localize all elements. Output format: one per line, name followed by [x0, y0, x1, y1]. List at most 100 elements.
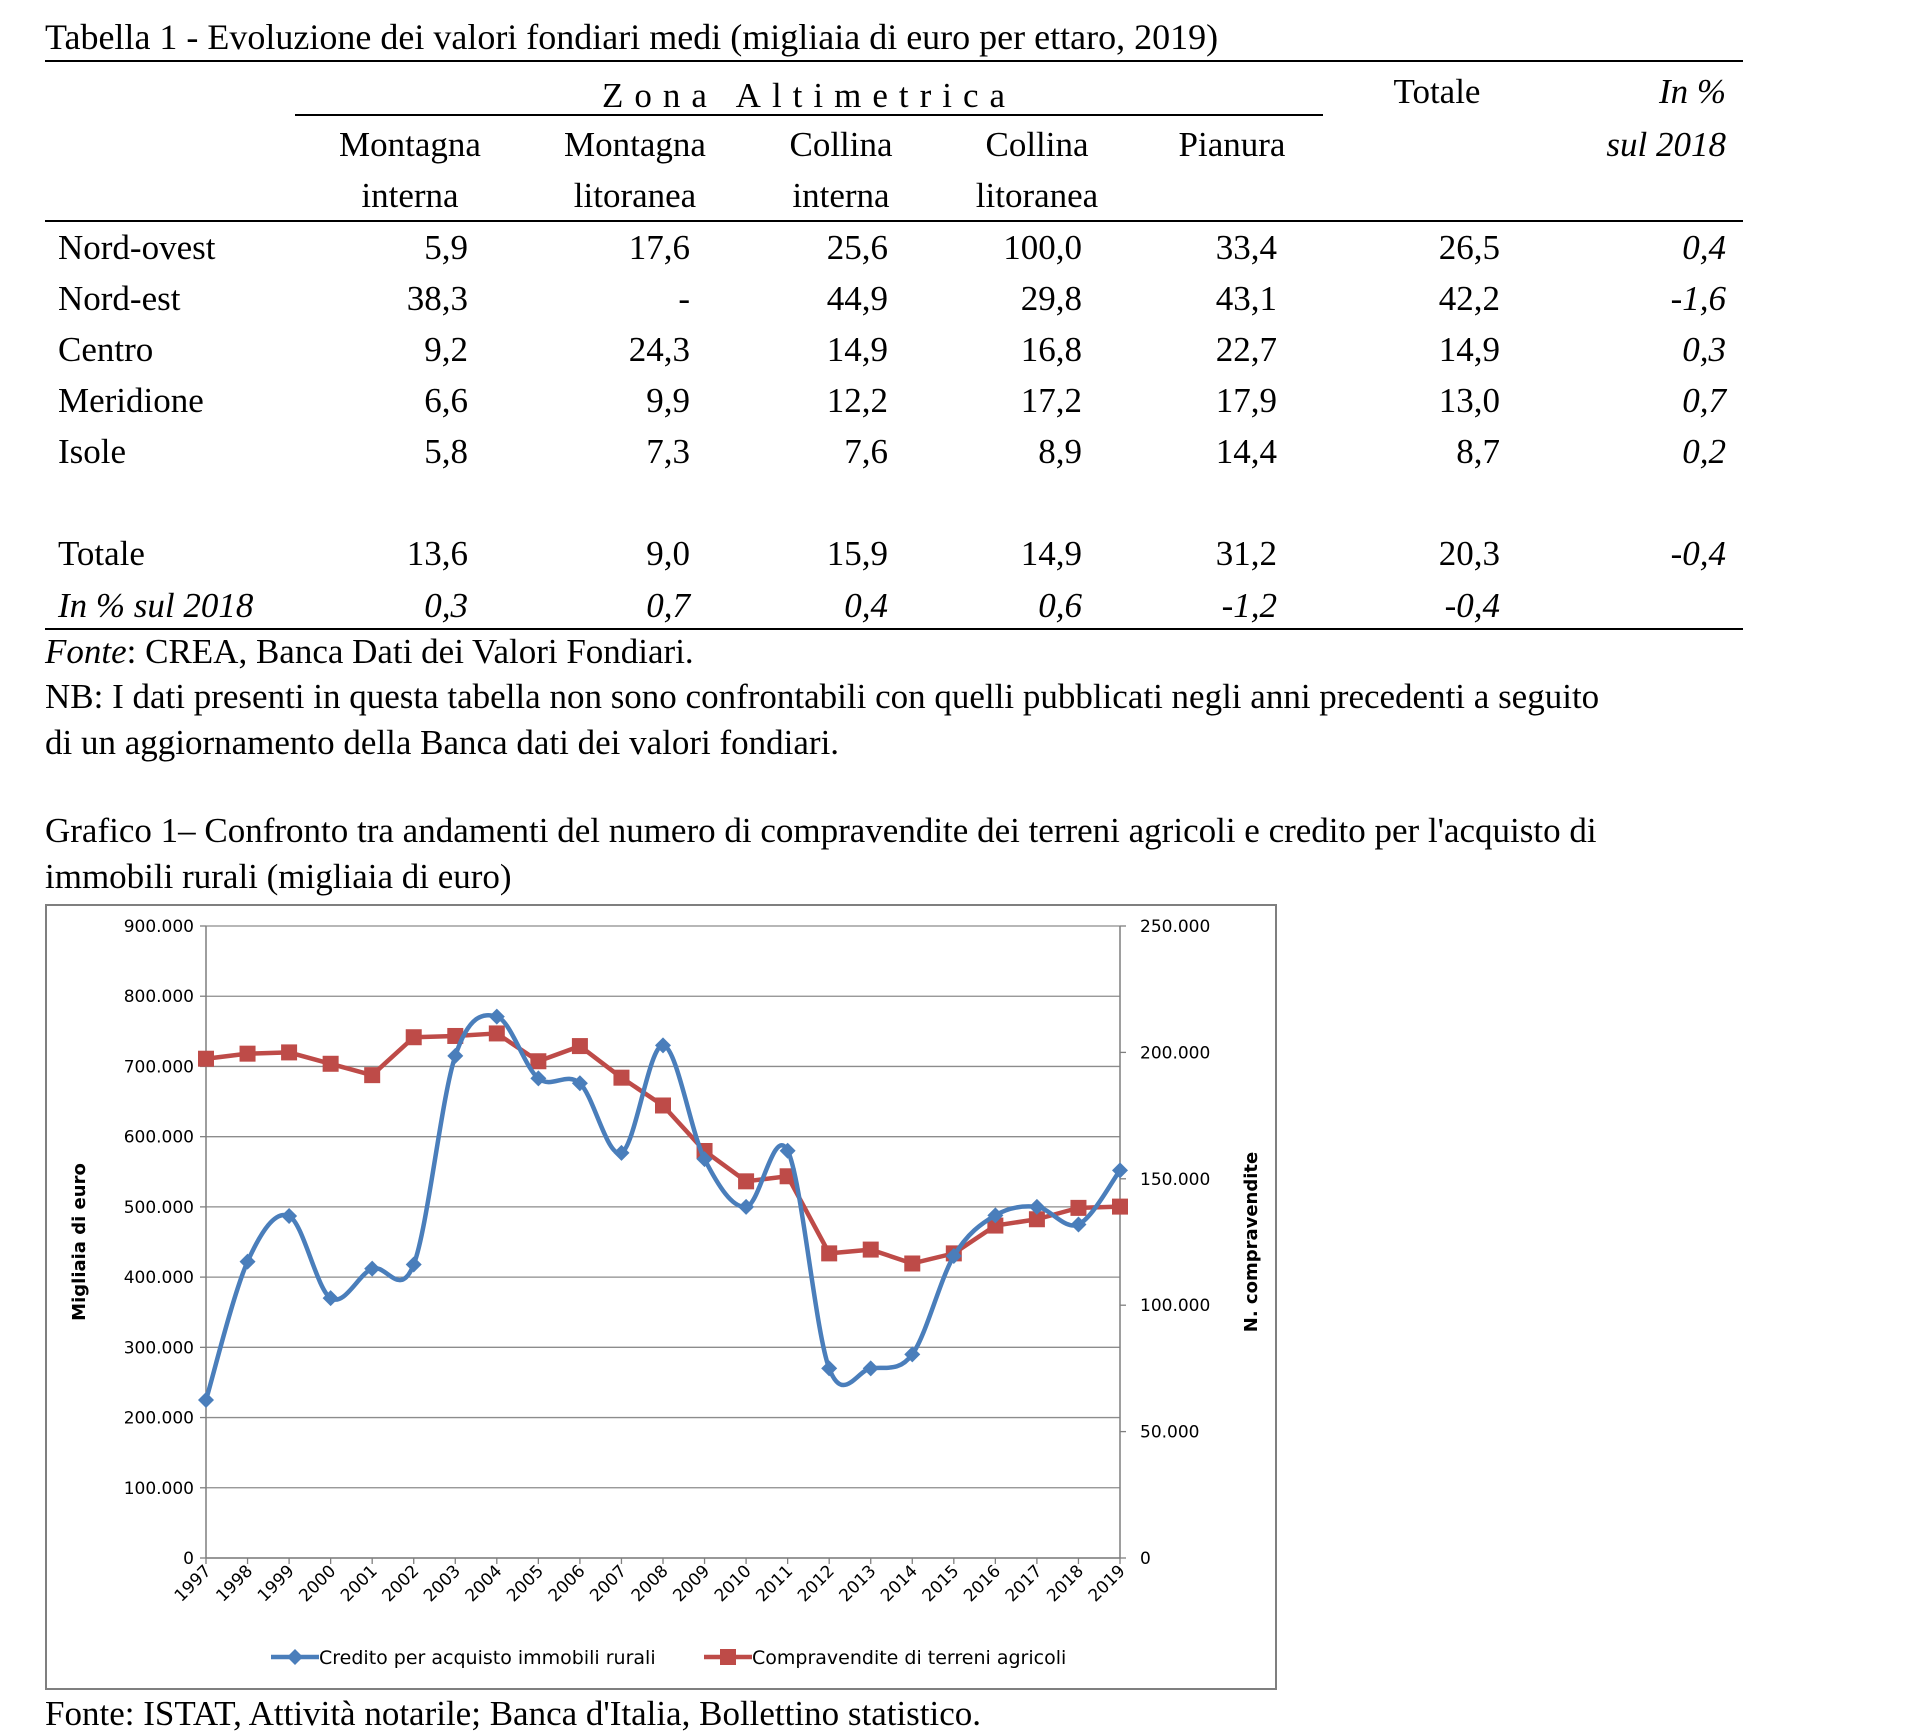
- table-cell: 12,2: [826, 381, 888, 420]
- credito-series-point: [198, 1392, 214, 1408]
- left-axis-tick-label: 500.000: [124, 1198, 194, 1218]
- compravendite-series-point: [488, 1025, 505, 1042]
- credito-series-point: [987, 1207, 1004, 1224]
- credito-series-point: [613, 1144, 630, 1161]
- legend-credito-label: Credito per acquisto immobili rurali: [319, 1647, 656, 1669]
- x-axis-tick-label: 1999: [254, 1561, 299, 1606]
- compravendite-series-point: [738, 1173, 755, 1190]
- compravendite-series-point: [571, 1038, 588, 1055]
- col-header-collina-interna: Collina: [789, 125, 893, 164]
- credito-series-point: [571, 1075, 588, 1092]
- col-header-montagna-litoranea-2: litoranea: [573, 176, 697, 215]
- table-nb-note-line2: di un aggiornamento della Banca dati dei…: [45, 723, 840, 762]
- total-cell: 15,9: [826, 534, 888, 573]
- table-cell: 17,2: [1020, 381, 1082, 420]
- table-cell: 0,7: [1682, 381, 1726, 420]
- x-axis-tick-label: 2002: [379, 1561, 424, 1606]
- table-cell: 5,8: [424, 432, 468, 471]
- compravendite-series-point: [862, 1241, 879, 1258]
- table-cell: 6,6: [424, 381, 468, 420]
- table-cell: 8,9: [1038, 432, 1082, 471]
- row-label: Isole: [58, 432, 127, 471]
- right-axis-tick-label: 250.000: [1140, 917, 1210, 937]
- table-cell: 43,1: [1215, 279, 1277, 318]
- chart-caption-line1: Grafico 1– Confronto tra andamenti del n…: [45, 811, 1597, 850]
- compravendite-series-point: [1028, 1211, 1045, 1228]
- chart-frame: 0 100.000 200.000 300.000 400.000 500.000 600.…: [45, 904, 1277, 1690]
- table-cell: 38,3: [406, 279, 468, 318]
- table-cell: 0,4: [1682, 228, 1726, 267]
- credito-series-point: [1070, 1216, 1087, 1233]
- table-cell: 14,9: [1438, 330, 1500, 369]
- table-cell: 7,6: [844, 432, 888, 471]
- total-cell: 9,0: [646, 534, 690, 573]
- x-axis-tick-label: 2010: [711, 1561, 756, 1606]
- credito-series-point: [862, 1360, 879, 1377]
- left-axis-tick-label: 600.000: [124, 1128, 194, 1148]
- table-cell: 0,3: [1682, 330, 1726, 369]
- table-cell: 33,4: [1215, 228, 1277, 267]
- x-axis-tick-label: 2016: [960, 1561, 1005, 1606]
- left-axis-tick-label: 800.000: [124, 987, 194, 1007]
- compravendite-series-point: [655, 1097, 671, 1114]
- right-axis-tick-label: 150.000: [1140, 1170, 1210, 1190]
- credito-series-point: [1112, 1162, 1128, 1179]
- table-cell: 24,3: [628, 330, 690, 369]
- total-cell: 31,2: [1215, 534, 1277, 573]
- table-cell: -1,6: [1670, 279, 1726, 318]
- compravendite-series-point: [322, 1055, 339, 1072]
- col-header-collina-litoranea: Collina: [985, 125, 1089, 164]
- table-cell: 5,9: [424, 228, 468, 267]
- credito-series-point: [945, 1248, 962, 1265]
- x-axis-tick-label: 2008: [628, 1561, 673, 1606]
- table-cell: 14,9: [826, 330, 888, 369]
- credito-series-point: [281, 1208, 298, 1225]
- compravendite-series-point: [239, 1045, 256, 1062]
- compravendite-series-point: [821, 1245, 838, 1262]
- x-axis-tick-label: 2004: [462, 1561, 507, 1606]
- compravendite-series-point: [779, 1168, 796, 1185]
- table-cell: 8,7: [1456, 432, 1500, 471]
- compravendite-series-point: [1112, 1198, 1128, 1215]
- x-axis-tick-label: 2007: [586, 1561, 631, 1606]
- total-row-label: Totale: [58, 534, 145, 573]
- chart-caption-line2: immobili rurali (migliaia di euro): [45, 857, 512, 896]
- x-axis-tick-label: 2000: [295, 1561, 340, 1606]
- col-header-pianura: Pianura: [1178, 125, 1286, 164]
- total-cell: -0,4: [1670, 534, 1726, 573]
- total-cell: 13,6: [406, 534, 468, 573]
- pct-cell: -0,4: [1444, 586, 1500, 625]
- col-header-pct-2018: In %: [1658, 72, 1726, 111]
- zona-underline: [295, 114, 1323, 116]
- compravendite-series-point: [904, 1255, 921, 1272]
- zona-altimetrica-header: Zona Altimetrica: [601, 76, 1017, 115]
- x-axis-tick-label: 2012: [794, 1561, 839, 1606]
- credito-series-point: [738, 1198, 755, 1215]
- compravendite-series-point: [613, 1069, 630, 1086]
- x-axis-tick-label: 2013: [836, 1561, 881, 1606]
- x-axis-tick-label: 2015: [919, 1561, 964, 1606]
- col-header-montagna-litoranea: Montagna: [564, 125, 706, 164]
- compravendite-series-point: [1070, 1199, 1087, 1216]
- right-axis-tick-label: 50.000: [1140, 1423, 1199, 1443]
- table-cell: 26,5: [1438, 228, 1500, 267]
- x-axis-tick-label: 1998: [212, 1561, 257, 1606]
- table-source-note: Fonte: CREA, Banca Dati dei Valori Fondi…: [45, 632, 694, 671]
- credito-series-point: [364, 1260, 381, 1277]
- credito-series-point: [779, 1142, 796, 1159]
- col-header-collina-litoranea-2: litoranea: [975, 176, 1099, 215]
- table-nb-note-line1: NB: I dati presenti in questa tabella no…: [45, 677, 1600, 716]
- col-header-pct-2018-2: sul 2018: [1606, 125, 1726, 164]
- row-label: Centro: [58, 330, 154, 369]
- compravendite-series-point: [405, 1029, 422, 1046]
- table-cell: 16,8: [1020, 330, 1082, 369]
- table-top-rule: [45, 60, 1743, 62]
- pct-cell: 0,3: [424, 586, 468, 625]
- left-axis-tick-label: 400.000: [124, 1268, 194, 1288]
- table-cell: 14,4: [1215, 432, 1277, 471]
- total-cell: 14,9: [1020, 534, 1082, 573]
- table-cell: 44,9: [826, 279, 888, 318]
- credito-series-point: [696, 1151, 713, 1168]
- left-axis-tick-label: 900.000: [124, 917, 194, 937]
- table-cell: 17,6: [628, 228, 690, 267]
